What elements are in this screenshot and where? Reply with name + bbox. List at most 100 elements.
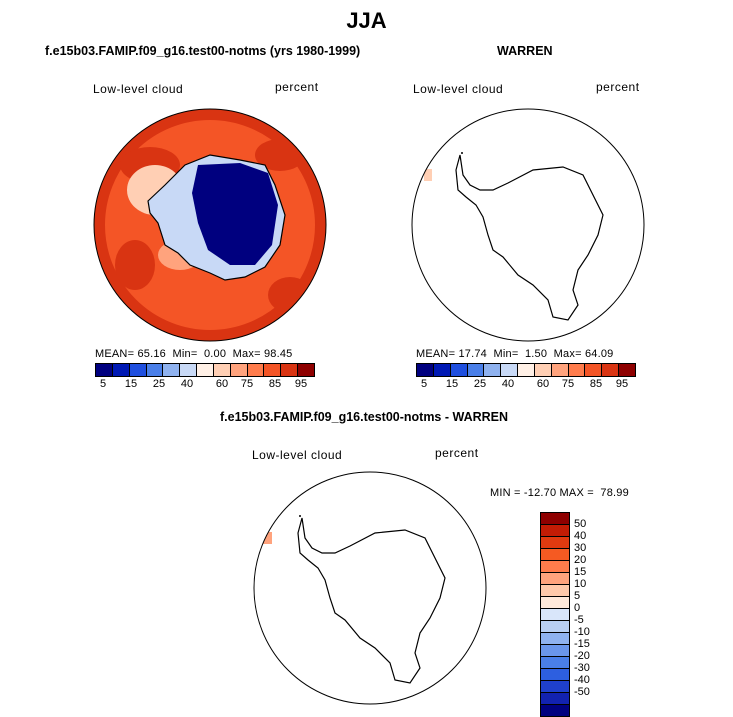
colorbar-tick-label: 40 [501,378,515,390]
panel3-title: f.e15b03.FAMIP.f09_g16.test00-notms - WA… [220,410,509,424]
diff-colorbar-swatch [541,561,569,573]
diff-colorbar-tick-label: -20 [574,650,590,662]
colorbar-tick-label: 40 [180,378,194,390]
colorbar-tick-label: 60 [536,378,550,390]
colorbar-swatch [146,364,164,376]
diff-colorbar-tick-label: 50 [574,518,587,530]
panel2-variable-label: Low-level cloud [413,82,504,96]
colorbar-swatch [247,364,265,376]
colorbar-swatch [568,364,586,376]
diff-colorbar-swatch [541,513,569,525]
panel2-units-label: percent [596,80,640,94]
diff-colorbar-tick-label: 0 [574,602,581,614]
diff-colorbar-tick-label: -30 [574,662,590,674]
diff-colorbar-tick-label: 10 [574,578,587,590]
diff-colorbar-tick-label: 20 [574,554,587,566]
panel2-map [411,108,645,342]
main-title: JJA [346,8,387,33]
colorbar-tick-label: 75 [240,378,254,390]
diff-colorbar-swatch [541,537,569,549]
diff-colorbar-swatch [541,669,569,681]
panel1-coastline [147,154,286,281]
colorbar-swatch [230,364,248,376]
diff-colorbar-swatch [541,705,569,716]
panel2-data-cell [424,169,432,181]
colorbar-swatch [163,364,181,376]
diff-colorbar-swatch [541,549,569,561]
diff-colorbar-tick-label: 30 [574,542,587,554]
diff-colorbar-swatch [541,657,569,669]
colorbar-swatch [96,364,113,376]
colorbar-tick-label: 25 [473,378,487,390]
panel3-data-cell [262,532,272,544]
diff-colorbar-tick-label: -5 [574,614,584,626]
colorbar-swatch [298,364,314,376]
colorbar-swatch [281,364,299,376]
diff-colorbar-tick-label: -15 [574,638,590,650]
diff-colorbar-tick-label: 5 [574,590,581,602]
colorbar-tick-label: 95 [294,378,308,390]
panel1-colorbar-ticks: 5 15 25 40 60 75 85 95 [95,378,315,392]
panel3-island [299,515,301,517]
colorbar-tick-label: 5 [420,378,428,390]
panel1-map [93,108,327,342]
panel2-map-border [411,108,645,342]
diff-colorbar-tick-label: -50 [574,686,590,698]
diff-colorbar-swatch [541,597,569,609]
colorbar-swatch [112,364,130,376]
panel2-island [461,152,463,154]
diff-colorbar-swatch [541,633,569,645]
colorbar-tick-label: 95 [615,378,629,390]
colorbar-swatch [484,364,502,376]
diff-colorbar-tick-label: 15 [574,566,587,578]
colorbar-swatch [264,364,282,376]
diff-colorbar-swatch [541,585,569,597]
colorbar-swatch [602,364,620,376]
colorbar-swatch [129,364,147,376]
panel1-colorbar [95,363,315,377]
colorbar-tick-label: 85 [268,378,282,390]
colorbar-tick-label: 25 [152,378,166,390]
colorbar-swatch [551,364,569,376]
panel1-plateau-low-cloud [192,163,278,265]
panel3-variable-label: Low-level cloud [252,448,343,462]
colorbar-tick-label: 60 [215,378,229,390]
colorbar-swatch [433,364,451,376]
colorbar-tick-label: 5 [99,378,107,390]
colorbar-swatch [518,364,535,376]
colorbar-swatch [619,364,635,376]
panel3-units-label: percent [435,446,479,460]
colorbar-swatch [467,364,485,376]
panel1-patch [255,139,305,171]
colorbar-tick-label: 15 [124,378,138,390]
panel2-coastline [455,154,604,321]
diff-colorbar-swatch [541,693,569,705]
diff-colorbar-tick-label: -10 [574,626,590,638]
panel3-min-max: MIN = -12.70 MAX = 78.99 [490,487,629,499]
colorbar-swatch [417,364,434,376]
panel3-colorbar [540,512,570,717]
panel2-colorbar-ticks: 5 15 25 40 60 75 85 95 [416,378,636,392]
diff-colorbar-swatch [541,573,569,585]
panel2-stats: MEAN= 17.74 Min= 1.50 Max= 64.09 [416,348,614,360]
colorbar-tick-label: 85 [589,378,603,390]
colorbar-tick-label: 75 [561,378,575,390]
panel3-coastline [297,517,446,684]
panel1-map-border [93,108,327,342]
panel3-map [253,471,487,705]
diff-colorbar-swatch [541,621,569,633]
panel1-title: f.e15b03.FAMIP.f09_g16.test00-notms (yrs… [45,44,361,58]
colorbar-swatch [450,364,468,376]
panel1-variable-label: Low-level cloud [93,82,184,96]
panel1-units-label: percent [275,80,319,94]
diff-colorbar-swatch [541,609,569,621]
panel2-title: WARREN [497,44,553,58]
diff-colorbar-swatch [541,645,569,657]
panel2-colorbar [416,363,636,377]
colorbar-swatch [180,364,198,376]
colorbar-swatch [197,364,214,376]
diff-colorbar-tick-label: 40 [574,530,587,542]
diff-colorbar-tick-label: -40 [574,674,590,686]
colorbar-tick-label: 15 [445,378,459,390]
colorbar-swatch [585,364,603,376]
